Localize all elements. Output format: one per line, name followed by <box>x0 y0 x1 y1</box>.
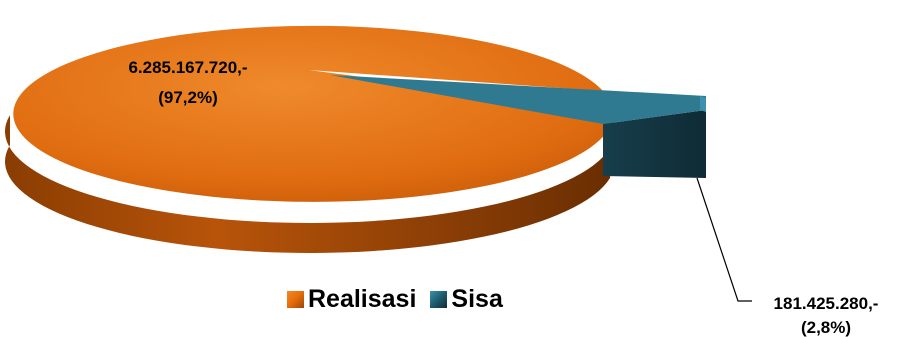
realisasi-value-label: 6.285.167.720,- <box>128 58 247 77</box>
sisa-value-label: 181.425.280,- <box>774 294 879 313</box>
legend-item-sisa: Sisa <box>430 285 503 314</box>
realisasi-percent-label: (97,2%) <box>158 88 218 107</box>
chart-legend: Realisasi Sisa <box>287 285 517 314</box>
slice-realisasi <box>13 25 614 202</box>
slice-realisasi-side <box>4 115 610 253</box>
sisa-leader-line <box>696 177 752 302</box>
slice-sisa <box>330 75 706 124</box>
slice-sisa-side <box>603 110 706 178</box>
legend-swatch-realisasi <box>287 291 304 308</box>
sisa-percent-label: (2,8%) <box>801 318 851 337</box>
legend-swatch-sisa <box>430 291 448 308</box>
legend-label-realisasi: Realisasi <box>308 285 417 313</box>
slice-sisa-top-edge <box>700 96 706 112</box>
legend-item-realisasi: Realisasi <box>287 285 416 314</box>
legend-label-sisa: Sisa <box>451 285 503 313</box>
